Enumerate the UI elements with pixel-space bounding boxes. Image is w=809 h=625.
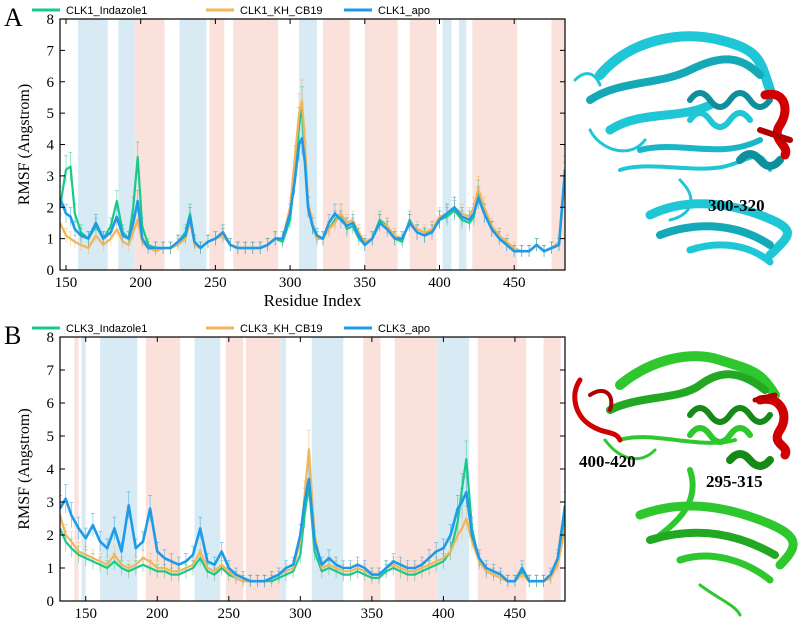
chart-b-band-red [225,337,244,601]
chart-a-xtick-label: 400 [428,275,451,291]
chart-a-band-blue [442,19,452,270]
chart-b-band-red [363,337,381,601]
chart-b-band-blue [280,337,287,601]
protein-structure-a: 300-320 [573,31,793,266]
chart-b-ytick-label: 2 [47,528,55,544]
chart-b-xtick-label: 350 [361,606,384,622]
panel-letter-b: B [4,321,21,350]
chart-b-ytick-label: 8 [47,330,55,346]
region-label-a: 300-320 [708,196,765,215]
chart-b-band-red [245,337,281,601]
region-label-b2: 295-315 [706,472,763,491]
chart-a-series-CLK1_KH_CB19 [60,99,565,253]
chart-b-band-red [74,337,79,601]
chart-b-xtick-label: 300 [289,606,312,622]
chart-a-xtick-label: 200 [129,275,152,291]
chart-a-band-blue [299,19,317,270]
chart-b-legend-label-0: CLK3_Indazole1 [66,323,147,335]
chart-b-yaxis-label: RMSF (Angstrom) [16,408,33,529]
chart-b-xtick-label: 250 [218,606,241,622]
chart-a: 0 1 2 3 4 5 6 7 8 150 200 250 300 350 400 450 Residue In… [16,5,566,310]
chart-b-xtick-label: 150 [75,606,98,622]
highlight-region-b2-icon [752,392,791,460]
chart-b-band-red [394,337,438,601]
chart-a-xtick-label: 350 [354,275,377,291]
chart-a-band-red [364,19,398,270]
highlight-region-a-icon [757,89,793,160]
chart-b-xtick-label: 450 [504,606,527,622]
chart-b-ytick-label: 6 [47,396,55,412]
chart-a-ytick-label: 1 [47,232,55,248]
protein-ribbon-cyan-icon [573,31,792,266]
region-label-b1: 400-420 [579,452,636,471]
chart-b-legend-label-1: CLK3_KH_CB19 [240,323,323,335]
protein-ribbon-green-icon [603,351,798,617]
chart-a-band-blue [458,19,467,270]
chart-b: 0 1 2 3 4 5 6 7 8 150 200 250 300 350 400 450 Residue In… [16,323,566,625]
chart-b-ytick-label: 7 [47,363,55,379]
chart-a-xtick-label: 300 [279,275,302,291]
chart-b-xtick-label: 400 [432,606,455,622]
chart-a-yaxis-label: RMSF (Angstrom) [16,84,33,205]
chart-b-ytick-label: 1 [47,561,55,577]
chart-a-ytick-label: 8 [47,12,55,28]
chart-b-ytick-label: 3 [47,495,55,511]
chart-b-xaxis-label: Residue Index [264,622,362,625]
chart-a-legend-label-1: CLK1_KH_CB19 [240,5,323,17]
chart-b-ytick-label: 4 [47,462,55,478]
chart-a-ytick-label: 6 [47,75,55,91]
chart-b-band-blue [311,337,344,601]
chart-a-xtick-label: 150 [55,275,78,291]
protein-structure-b: 400-420 295-315 [572,351,798,617]
chart-b-legend-label-2: CLK3_apo [378,323,430,335]
chart-a-ytick-label: 3 [47,169,55,185]
chart-a-series-CLK1_apo [60,136,565,253]
chart-a-band-red [233,19,279,270]
chart-b-band-red [477,337,527,601]
chart-b-band-blue [81,337,86,601]
chart-b-band-red [543,337,561,601]
chart-a-xtick-label: 450 [503,275,526,291]
chart-b-series-group [60,429,565,588]
chart-b-ytick-label: 5 [47,429,55,445]
chart-a-ytick-label: 5 [47,106,55,122]
chart-b-series-CLK3_apo [60,477,565,583]
chart-a-ytick-label: 0 [47,263,55,279]
chart-b-xtick-label: 200 [146,606,169,622]
chart-a-legend-label-2: CLK1_apo [378,5,430,17]
chart-a-xaxis-label: Residue Index [264,291,362,310]
chart-a-ytick-label: 2 [47,200,55,216]
chart-b-ytick-label: 0 [47,594,55,610]
chart-a-band-blue [118,19,135,270]
chart-a-band-red [209,19,225,270]
chart-a-ytick-label: 4 [47,138,55,154]
panel-letter-a: A [4,3,23,32]
highlight-region-b1-icon [572,377,623,443]
chart-a-legend-label-0: CLK1_Indazole1 [66,5,147,17]
chart-a-ytick-label: 7 [47,43,55,59]
chart-a-xtick-label: 250 [204,275,227,291]
chart-a-series-group [60,79,565,257]
